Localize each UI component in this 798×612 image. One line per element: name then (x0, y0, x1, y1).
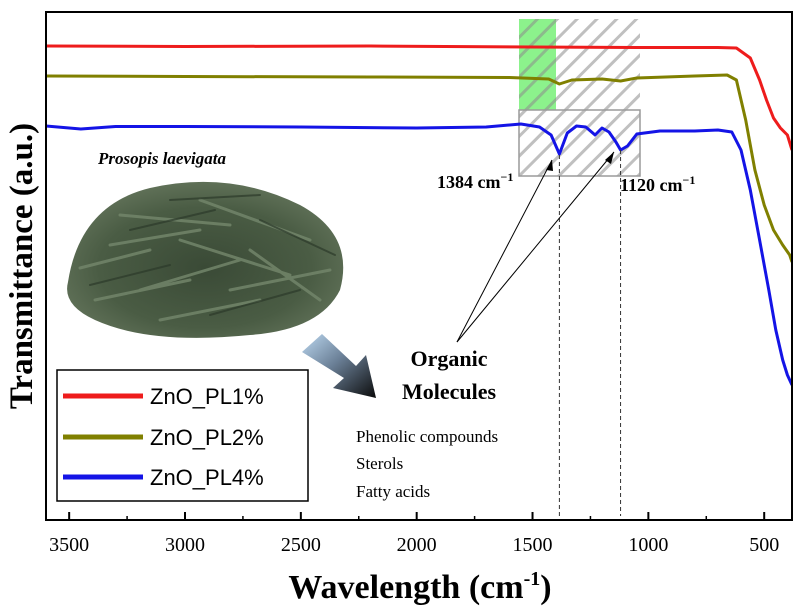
series-line-2 (46, 73, 792, 263)
x-tick-label-3000: 3000 (165, 534, 205, 556)
pointer-line-1384 (456, 159, 553, 343)
pointer-arrowhead-1120 (605, 152, 614, 164)
series-line-1 (46, 44, 792, 151)
x-tick-label-2500: 2500 (281, 534, 321, 556)
organic-molecules-title-line2: Molecules (402, 379, 497, 404)
compound-phenolic: Phenolic compounds (356, 427, 498, 446)
x-tick-label-3500: 3500 (49, 534, 89, 556)
pointer-arrowhead-1384 (546, 160, 553, 171)
legend-label-2: ZnO_PL2% (150, 425, 264, 450)
compound-sterols: Sterols (356, 454, 403, 473)
gradient-arrow-icon (302, 334, 376, 398)
compound-fatty-acids: Fatty acids (356, 482, 430, 501)
leaf-pile-image (67, 181, 344, 338)
legend-label-1: ZnO_PL1% (150, 384, 264, 409)
y-axis-title: Transmittance (a.u.) (4, 123, 40, 409)
x-tick-label-1000: 1000 (628, 534, 668, 556)
x-axis-title: Wavelength (cm-1) (288, 568, 551, 606)
x-tick-label-500: 500 (749, 534, 779, 556)
legend-label-3: ZnO_PL4% (150, 465, 264, 490)
series-line-3 (46, 122, 792, 386)
pointer-line-1120 (456, 151, 615, 343)
hatched-region-top (519, 19, 640, 110)
peak-1384-label: 1384 cm−1 (437, 170, 513, 192)
plot-frame (45, 11, 793, 521)
species-label: Prosopis laevigata (97, 149, 226, 168)
organic-molecules-title-line1: Organic (411, 346, 488, 371)
hatched-region-box (518, 109, 641, 177)
x-tick-label-2000: 2000 (397, 534, 437, 556)
legend: ZnO_PL1% ZnO_PL2% ZnO_PL4% (56, 369, 309, 502)
peak-1120-label: 1120 cm−1 (620, 173, 695, 195)
x-tick-label-1500: 1500 (513, 534, 553, 556)
